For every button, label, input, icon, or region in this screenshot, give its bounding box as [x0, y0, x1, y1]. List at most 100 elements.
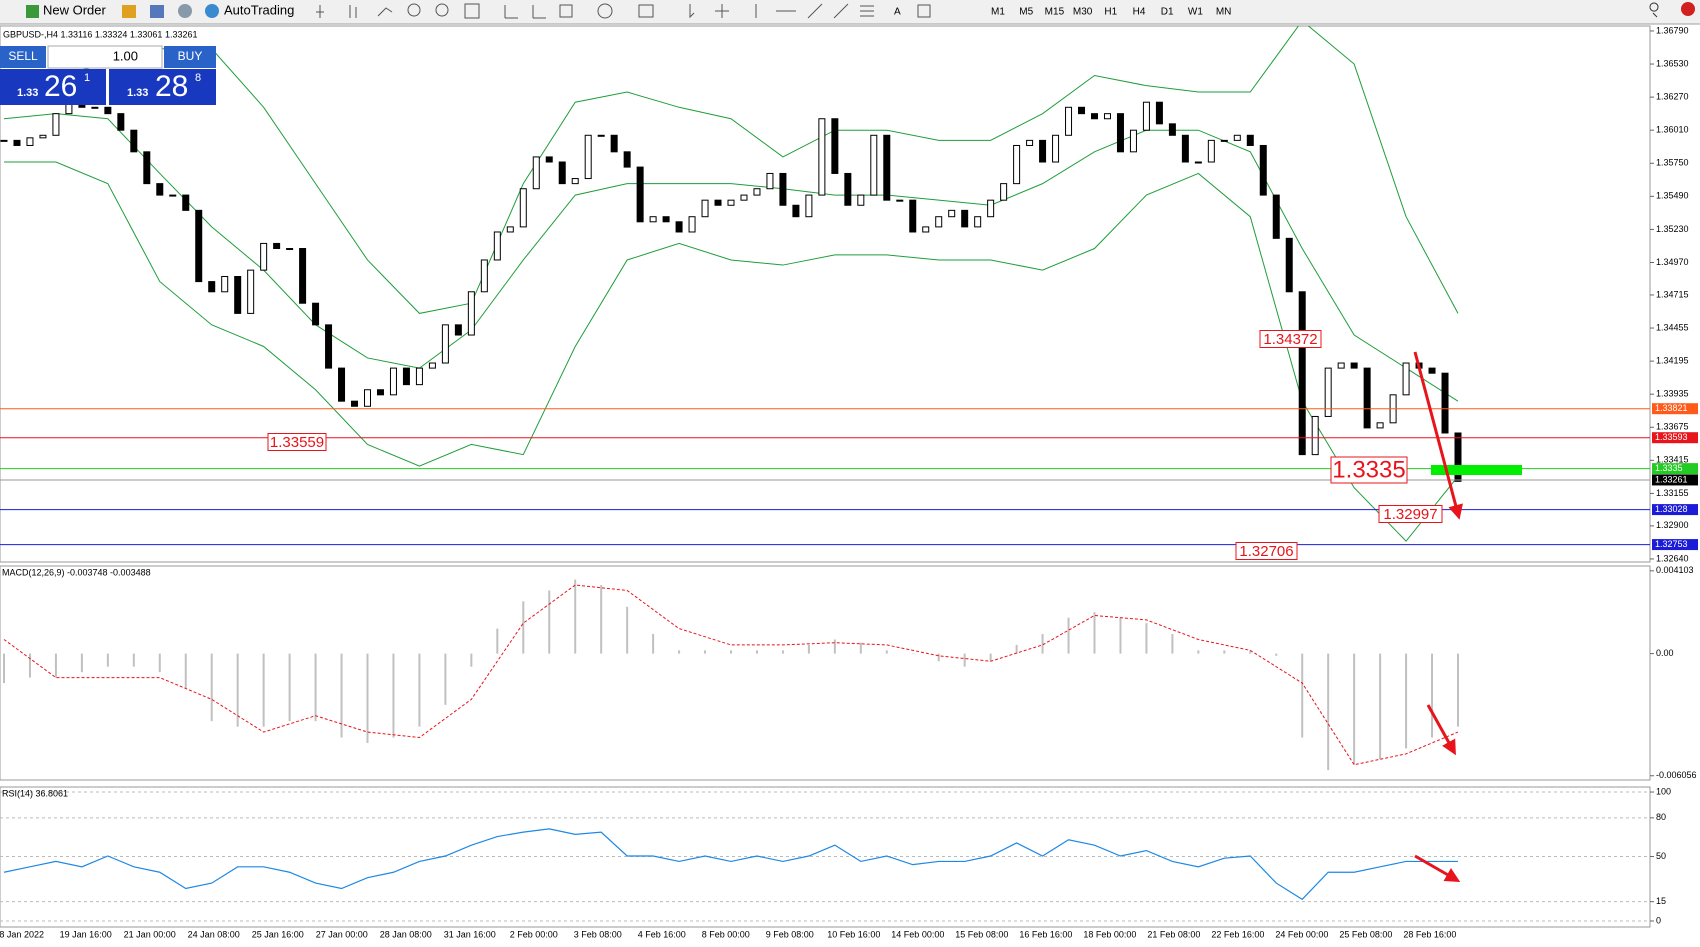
sell-button[interactable]	[0, 46, 46, 68]
new-order-icon[interactable]	[26, 5, 39, 18]
search[interactable]	[1649, 2, 1659, 18]
timeframe[interactable]: D1	[1161, 7, 1174, 18]
tool-icon[interactable]	[150, 5, 164, 18]
y-tick-label: 1.34715	[1656, 289, 1689, 299]
sell-price-box[interactable]	[0, 69, 106, 105]
level-label: 1.3335	[1655, 463, 1683, 473]
sell-price-big[interactable]: 1.33	[17, 87, 38, 99]
x-tick-label: 9 Feb 08:00	[766, 929, 814, 939]
candle	[558, 161, 566, 185]
candle	[870, 134, 878, 196]
timeframe[interactable]: M5	[1019, 7, 1033, 18]
x-tick-label: 3 Feb 08:00	[574, 929, 622, 939]
buy-price-big[interactable]: 1.33	[127, 87, 148, 99]
lot-input[interactable]	[47, 45, 163, 69]
timeframe[interactable]: MN	[1216, 7, 1232, 18]
candle	[506, 226, 514, 233]
buy-price-main[interactable]: 28	[155, 70, 188, 103]
macd-bar	[1119, 617, 1122, 654]
timeframe[interactable]: W1	[1188, 7, 1203, 18]
y-tick-label: 1.33415	[1656, 455, 1689, 465]
x-tick-label: 15 Feb 08:00	[955, 929, 1008, 939]
macd-bar	[106, 653, 109, 667]
candle	[1116, 113, 1124, 153]
sell-label[interactable]: SELL	[8, 49, 38, 63]
new-order[interactable]: New Order	[43, 2, 107, 17]
buy-button[interactable]	[164, 46, 216, 68]
trade-panel: SELL 1.00 BUY 1.33 26 1 1.33 28 8	[0, 45, 216, 105]
candle	[883, 134, 891, 201]
candle	[1039, 139, 1047, 163]
sell-price-small[interactable]: 1	[84, 72, 90, 84]
macd-bar	[963, 653, 966, 667]
timeframe[interactable]: M15	[1045, 7, 1065, 18]
candle	[454, 324, 462, 336]
macd-bar	[989, 653, 992, 662]
text-tool[interactable]: A	[894, 7, 901, 18]
candle	[351, 400, 359, 407]
candle	[480, 259, 488, 293]
buy-price-box[interactable]	[109, 69, 216, 105]
rsi-line	[3, 828, 1458, 901]
candle	[1155, 101, 1163, 125]
candle	[130, 129, 138, 153]
candle	[156, 183, 164, 196]
candle	[805, 194, 813, 218]
macd-bar	[418, 653, 421, 727]
x-tick-label: 28 Feb 16:00	[1403, 929, 1456, 939]
y-tick-label: 1.35490	[1656, 191, 1689, 201]
level-tag	[1652, 504, 1698, 516]
candle	[1220, 139, 1228, 142]
macd-bar	[1353, 653, 1356, 765]
y-tick-label: -0.006056	[1656, 770, 1697, 780]
macd-bar	[1145, 623, 1148, 654]
level-label: 1.33028	[1655, 504, 1688, 514]
timeframe[interactable]: M30	[1073, 7, 1093, 18]
y-tick-label: 80	[1656, 812, 1666, 822]
macd-bar	[1405, 653, 1408, 749]
macd-bar	[1171, 634, 1174, 654]
level-label: 1.32753	[1655, 539, 1688, 549]
timeframe[interactable]: M1	[991, 7, 1005, 18]
notifications[interactable]	[1681, 2, 1695, 16]
candle	[1324, 367, 1332, 417]
candle	[402, 367, 410, 386]
candle	[1363, 367, 1371, 429]
macd-bar	[1249, 650, 1252, 654]
candle	[1272, 194, 1280, 239]
buy-label[interactable]: BUY	[178, 49, 203, 63]
y-tick-label: 1.36530	[1656, 58, 1689, 68]
lot-value[interactable]: 1.00	[113, 48, 138, 63]
label-tool[interactable]	[917, 4, 931, 18]
arrow	[1414, 854, 1461, 882]
candle	[13, 139, 21, 146]
candle	[1259, 144, 1267, 196]
macd-bar	[80, 653, 83, 673]
tool-icon[interactable]	[178, 4, 192, 18]
candle	[519, 188, 527, 228]
candle	[208, 281, 216, 293]
candle	[1091, 113, 1098, 120]
tool-icon[interactable]	[122, 5, 136, 18]
auto-trading-icon[interactable]	[205, 4, 219, 18]
x-tick-label: 10 Feb 16:00	[827, 929, 880, 939]
candle	[922, 226, 930, 233]
timeframe[interactable]: H4	[1133, 7, 1146, 18]
price-annotation: 1.34372	[1263, 331, 1317, 348]
candle	[221, 276, 229, 293]
candle	[104, 106, 112, 115]
drawing-tools[interactable]	[316, 3, 874, 19]
buy-price-small[interactable]: 8	[195, 72, 201, 84]
macd-bar	[1327, 653, 1330, 771]
timeframe[interactable]: H1	[1104, 7, 1117, 18]
candle	[792, 204, 800, 218]
candle	[584, 134, 592, 180]
x-tick-label: 16 Feb 16:00	[1019, 929, 1072, 939]
candle	[1065, 106, 1073, 136]
sell-price-main[interactable]: 26	[44, 70, 77, 103]
candle	[286, 248, 294, 251]
candle	[1129, 129, 1137, 153]
candle	[701, 199, 709, 218]
auto-trading[interactable]: AutoTrading	[224, 2, 294, 17]
macd-bar	[626, 606, 629, 654]
